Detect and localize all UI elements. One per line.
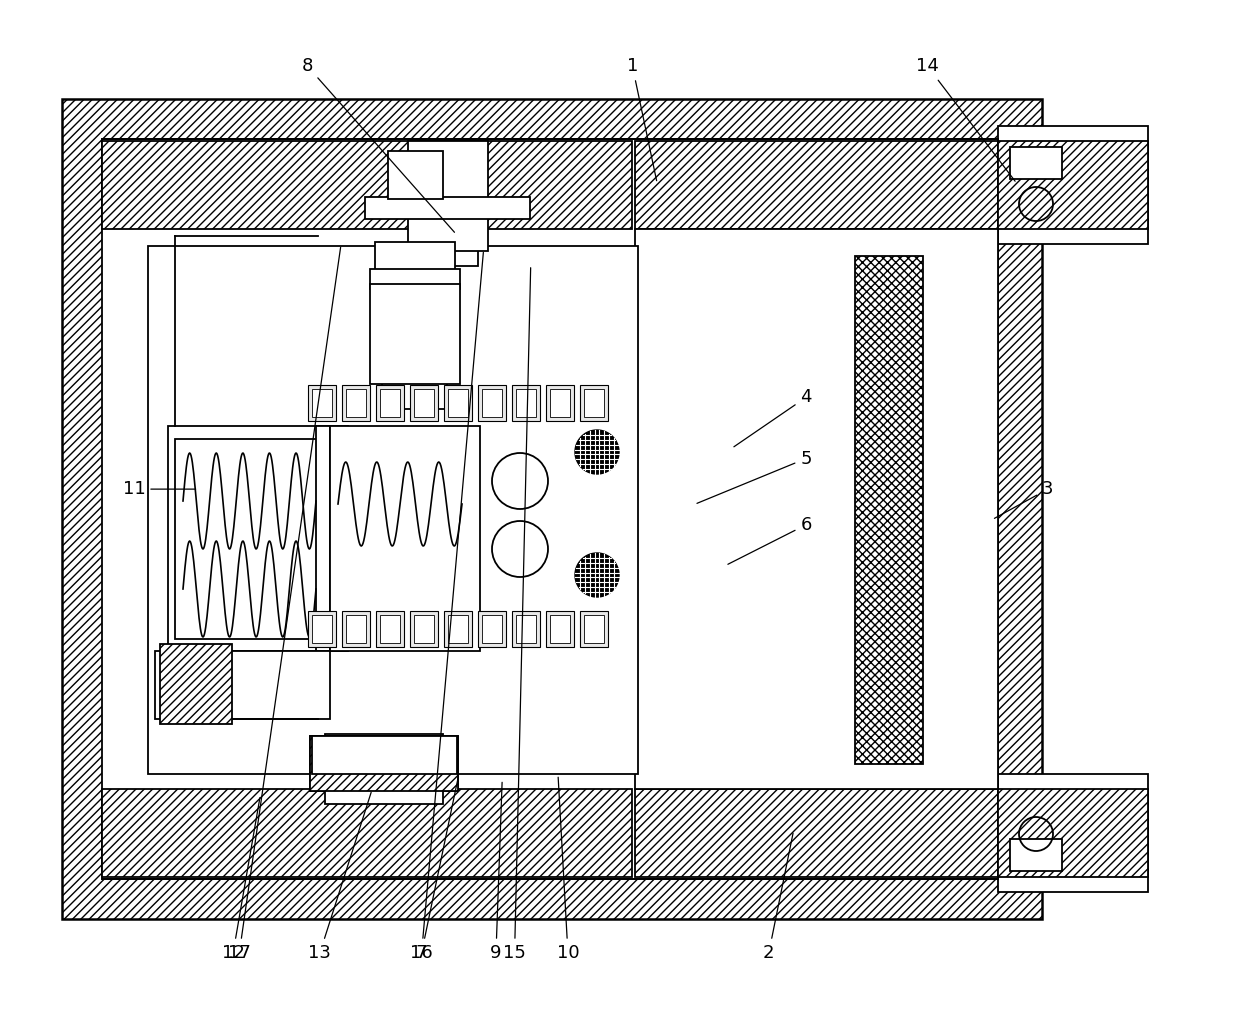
Bar — [308, 385, 336, 421]
Bar — [477, 611, 506, 647]
Text: 12: 12 — [222, 798, 260, 962]
Bar — [376, 611, 404, 647]
Polygon shape — [575, 553, 619, 597]
Bar — [998, 774, 1148, 892]
Bar — [155, 651, 330, 719]
Bar — [414, 389, 434, 417]
Bar — [580, 385, 608, 421]
Text: 9: 9 — [490, 783, 502, 962]
Bar — [516, 615, 536, 643]
Bar — [365, 197, 529, 219]
Bar — [312, 615, 332, 643]
Bar — [516, 389, 536, 417]
Bar — [546, 385, 574, 421]
Bar — [330, 426, 480, 651]
Bar — [512, 611, 539, 647]
Bar — [175, 439, 322, 639]
Bar — [376, 385, 404, 421]
Bar — [410, 611, 438, 647]
Text: 13: 13 — [309, 793, 371, 962]
Bar — [1011, 147, 1061, 179]
Bar — [342, 385, 370, 421]
Bar — [310, 736, 458, 791]
Bar — [346, 615, 366, 643]
Bar — [379, 389, 401, 417]
Bar — [998, 789, 1148, 877]
Bar — [580, 611, 608, 647]
Polygon shape — [575, 430, 619, 474]
Bar — [998, 126, 1148, 244]
Text: 6: 6 — [728, 516, 812, 565]
Bar — [102, 141, 632, 229]
Text: 10: 10 — [557, 777, 579, 962]
Bar — [482, 615, 502, 643]
Bar — [167, 426, 348, 651]
Text: 3: 3 — [994, 480, 1054, 519]
Bar — [546, 611, 574, 647]
Text: 14: 14 — [916, 57, 1016, 181]
Bar — [370, 284, 460, 384]
Bar — [1011, 839, 1061, 871]
Text: 5: 5 — [697, 449, 812, 503]
Bar — [308, 611, 336, 647]
Text: 16: 16 — [410, 253, 484, 962]
Bar — [635, 789, 998, 877]
Bar — [388, 151, 443, 199]
Bar — [444, 385, 472, 421]
Text: 1: 1 — [626, 57, 657, 180]
Text: 11: 11 — [123, 480, 196, 498]
Bar — [551, 615, 570, 643]
Bar — [418, 141, 477, 266]
Bar — [62, 99, 1042, 919]
Bar — [414, 615, 434, 643]
Bar — [102, 789, 632, 877]
Bar — [482, 389, 502, 417]
Bar — [148, 246, 639, 774]
Text: 8: 8 — [301, 57, 455, 232]
Bar — [346, 389, 366, 417]
Bar — [325, 734, 443, 804]
Bar — [444, 611, 472, 647]
Bar — [102, 139, 998, 879]
Text: 17: 17 — [228, 248, 341, 962]
Bar — [312, 736, 458, 774]
Bar — [448, 389, 467, 417]
Bar — [448, 615, 467, 643]
Bar — [379, 615, 401, 643]
Bar — [635, 229, 998, 789]
Bar — [635, 141, 998, 229]
Bar — [998, 141, 1148, 229]
Bar — [342, 611, 370, 647]
Bar — [512, 385, 539, 421]
Bar — [856, 256, 923, 764]
Bar — [551, 389, 570, 417]
Bar — [312, 389, 332, 417]
Bar — [370, 269, 460, 289]
Bar — [310, 736, 458, 791]
Text: 15: 15 — [503, 268, 531, 962]
Bar — [408, 141, 489, 251]
Text: 7: 7 — [415, 777, 459, 962]
Bar — [477, 385, 506, 421]
Bar — [410, 385, 438, 421]
Text: 4: 4 — [734, 388, 812, 446]
Bar — [584, 389, 604, 417]
Bar — [382, 279, 446, 409]
Bar — [584, 615, 604, 643]
Text: 2: 2 — [763, 834, 794, 962]
Bar — [374, 242, 455, 277]
Bar — [316, 426, 330, 651]
Bar — [160, 644, 232, 725]
